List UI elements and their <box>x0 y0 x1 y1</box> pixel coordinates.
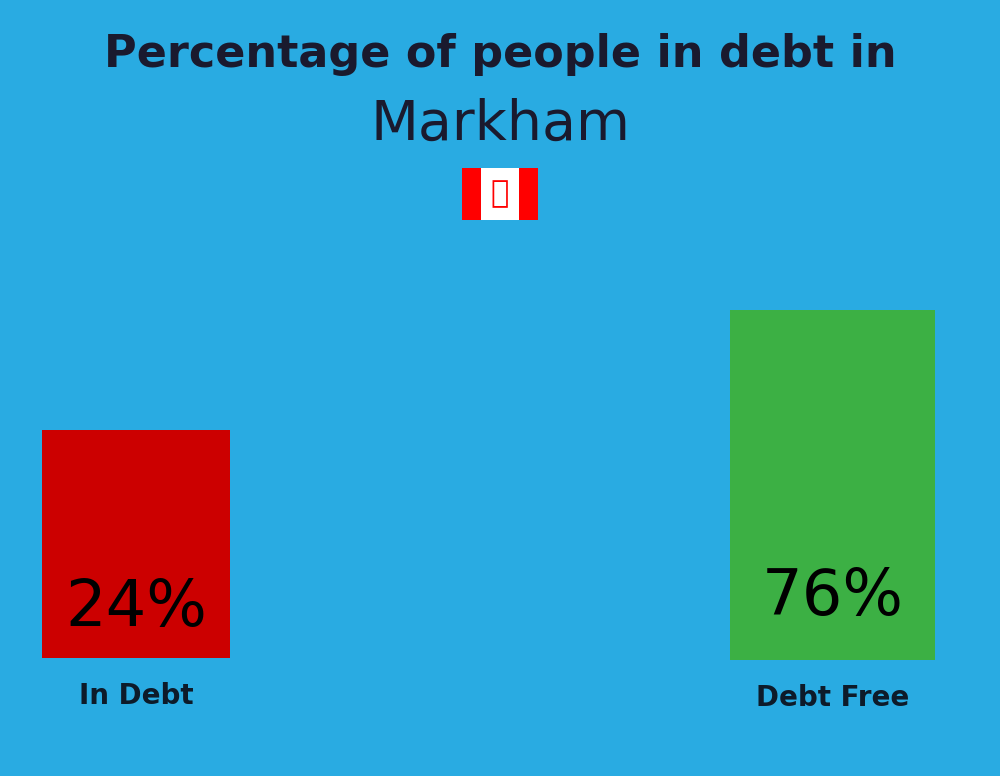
Text: 76%: 76% <box>762 566 904 628</box>
Bar <box>462 168 538 220</box>
Text: In Debt: In Debt <box>79 682 193 710</box>
Text: Debt Free: Debt Free <box>756 684 909 712</box>
Bar <box>519 168 538 220</box>
Text: 24%: 24% <box>65 577 207 639</box>
Text: Markham: Markham <box>370 98 630 152</box>
Bar <box>730 310 935 660</box>
Bar <box>462 168 481 220</box>
Text: 🍁: 🍁 <box>491 179 509 209</box>
Text: Percentage of people in debt in: Percentage of people in debt in <box>104 33 896 77</box>
Bar <box>42 430 230 658</box>
